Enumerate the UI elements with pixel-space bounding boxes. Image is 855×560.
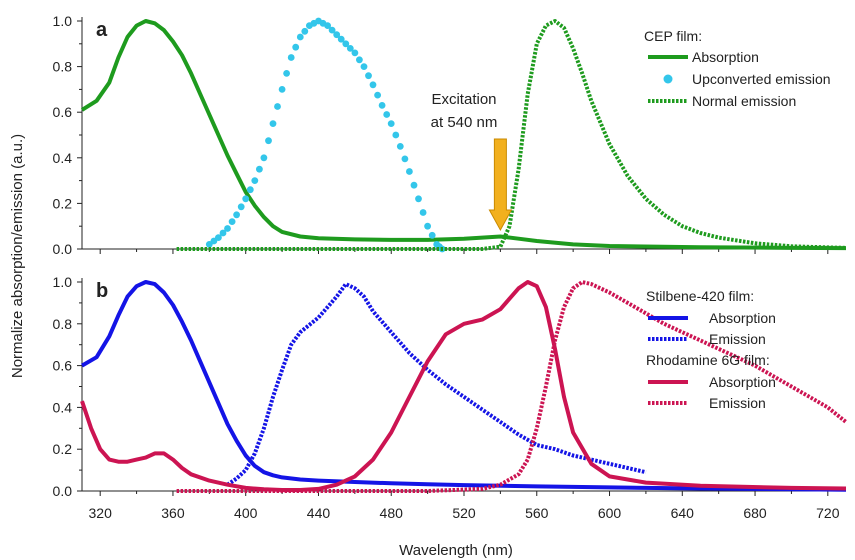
data-point <box>251 177 259 185</box>
annotation-line-1: Excitation <box>431 91 496 108</box>
series-b-3-line <box>176 280 848 493</box>
data-point <box>369 81 377 89</box>
legend-item-label: Absorption <box>709 374 776 390</box>
x-tick-label: 480 <box>380 505 404 521</box>
y-tick-label: 0.4 <box>53 150 73 166</box>
excitation-arrow <box>488 138 513 232</box>
series-a-2-line <box>176 19 847 251</box>
data-point <box>246 186 254 194</box>
y-axis-label: Normalize absorption/emission (a.u.) <box>9 134 26 378</box>
legend-swatch <box>663 74 673 84</box>
data-point <box>278 86 286 93</box>
data-point <box>256 165 263 173</box>
data-point <box>301 27 309 35</box>
data-point <box>215 234 222 242</box>
series-a-1-points <box>205 17 446 253</box>
data-point <box>365 72 372 80</box>
data-point <box>378 102 386 109</box>
legend-a: CEP film: Absorption Upconverted emission N… <box>644 28 831 109</box>
x-tick-label: 320 <box>89 505 113 521</box>
y-tick-label: 0.0 <box>53 241 73 257</box>
data-point <box>415 195 422 203</box>
y-tick-label: 0.8 <box>53 316 73 332</box>
data-point <box>428 231 436 239</box>
data-point <box>328 26 336 34</box>
legend-heading: Stilbene-420 film: <box>646 288 754 304</box>
y-tick-label: 1.0 <box>53 13 73 29</box>
series-a-0-line <box>80 19 847 251</box>
series-b-1-line <box>226 282 647 487</box>
y-tick-label: 0.2 <box>53 195 73 211</box>
y-tick-label: 0.6 <box>53 104 73 120</box>
data-point <box>269 120 277 127</box>
data-point <box>292 43 300 51</box>
data-point <box>242 195 250 203</box>
x-tick-label: 720 <box>816 505 840 521</box>
x-tick-label: 520 <box>452 505 476 521</box>
data-point <box>356 56 363 64</box>
data-point <box>224 225 231 232</box>
legend-item-label: Normal emission <box>692 93 796 109</box>
data-point <box>219 229 227 237</box>
x-tick-label: 600 <box>598 505 622 521</box>
panel-a: 0.0 0.2 0.4 0.6 0.8 1.0 a Excitation at 540 nm CE… <box>53 13 847 257</box>
panel-b: 0.0 0.2 0.4 0.6 0.8 1.0 320 360 400 440 480 520 560 6… <box>53 274 848 521</box>
data-point <box>324 22 331 29</box>
x-axis-label: Wavelength (nm) <box>399 542 513 559</box>
data-point <box>228 218 236 226</box>
series-b-0-line <box>81 280 847 492</box>
data-point <box>342 40 350 48</box>
panel-label: b <box>96 280 108 302</box>
x-tick-label: 680 <box>743 505 767 521</box>
data-point <box>237 203 245 211</box>
data-point <box>383 111 391 118</box>
data-point <box>396 143 404 150</box>
data-point <box>346 45 354 52</box>
data-point <box>287 54 295 61</box>
data-point <box>296 33 304 41</box>
data-point <box>351 49 359 57</box>
legend-item-label: Absorption <box>709 310 776 326</box>
data-point <box>424 222 431 230</box>
series-b-2-line <box>80 280 847 492</box>
data-point <box>419 209 427 216</box>
data-point <box>265 137 272 145</box>
y-tick-label: 0.6 <box>53 358 73 374</box>
x-tick-label: 640 <box>671 505 695 521</box>
y-tick-label: 1.0 <box>53 274 73 290</box>
y-tick-label: 0.2 <box>53 441 73 457</box>
annotation-line-2: at 540 nm <box>431 114 498 131</box>
y-tick-label: 0.0 <box>53 483 73 499</box>
x-tick-label: 400 <box>234 505 258 521</box>
data-point <box>406 168 413 175</box>
data-point <box>260 154 268 162</box>
data-point <box>410 181 418 189</box>
legend-heading: Rhodamine 6G film: <box>646 352 770 368</box>
x-tick-label: 440 <box>307 505 331 521</box>
x-tick-label: 360 <box>161 505 185 521</box>
legend-heading: CEP film: <box>644 28 702 44</box>
data-point <box>374 91 381 99</box>
data-point <box>233 211 241 219</box>
y-tick-label: 0.8 <box>53 59 73 75</box>
data-point <box>274 103 281 110</box>
legend-item-label: Absorption <box>692 49 759 65</box>
plot-root: 0.0 0.2 0.4 0.6 0.8 1.0 a Excitation at 540 nm CE… <box>53 13 848 521</box>
legend-item-label: Emission <box>709 395 766 411</box>
data-point <box>283 70 290 77</box>
data-point <box>401 155 409 163</box>
legend-b: Stilbene-420 film: Rhodamine 6G film: Abso… <box>646 288 776 411</box>
data-point <box>333 31 341 39</box>
panel-label: a <box>96 19 108 41</box>
data-point <box>337 35 345 43</box>
legend-item-label: Emission <box>709 331 766 347</box>
x-tick-label: 560 <box>525 505 549 521</box>
legend-item-label: Upconverted emission <box>692 71 831 87</box>
data-point <box>360 63 368 70</box>
data-point <box>387 120 395 127</box>
y-tick-label: 0.4 <box>53 399 73 415</box>
data-point <box>392 131 400 139</box>
